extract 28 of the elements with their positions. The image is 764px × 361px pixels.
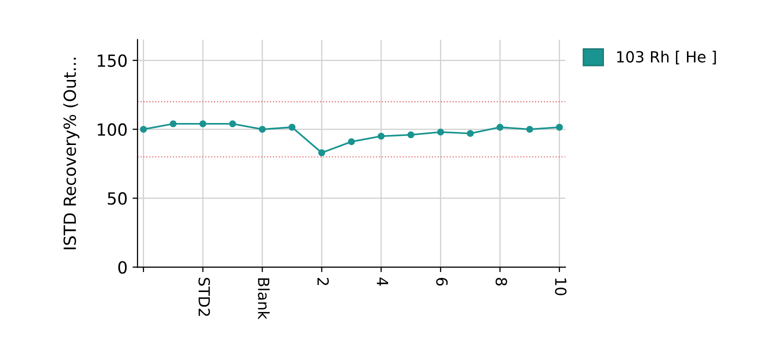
point (199, 120, 206, 128)
point (556, 124, 563, 131)
x-tick-label: 2 (318, 278, 329, 286)
y-tick-label: 0 (118, 261, 127, 274)
point (170, 120, 177, 128)
point (348, 138, 355, 146)
point (288, 124, 296, 131)
x-tick-label: 10 (554, 278, 567, 296)
point (526, 126, 534, 133)
y-tick-label: 50 (108, 192, 127, 205)
x-tick-label: 8 (496, 278, 508, 286)
point (437, 128, 444, 136)
point (229, 120, 236, 128)
point (140, 126, 147, 133)
y-tick-label: 150 (98, 54, 127, 67)
y-axis-title: ISTD Recovery% (Out... (63, 58, 80, 250)
point (466, 130, 474, 137)
point (407, 131, 414, 138)
legend-label: 103 Rh [ He ] (617, 50, 716, 64)
point (318, 149, 326, 156)
point (258, 126, 266, 133)
x-tick-label: 4 (376, 278, 388, 286)
point (378, 132, 385, 140)
x-tick-label: Blank (258, 278, 270, 320)
x-tick-label: 6 (436, 278, 448, 286)
point (496, 124, 504, 131)
x-tick-label: STD2 (198, 278, 210, 316)
y-tick-label: 100 (98, 123, 127, 136)
